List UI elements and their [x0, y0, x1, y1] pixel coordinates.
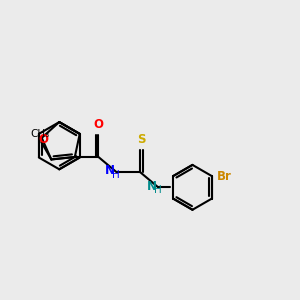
Text: CH₃: CH₃: [30, 129, 50, 139]
Text: N: N: [147, 180, 157, 193]
Text: O: O: [38, 133, 48, 146]
Text: H: H: [154, 185, 162, 195]
Text: H: H: [112, 169, 120, 180]
Text: S: S: [137, 133, 146, 146]
Text: N: N: [105, 164, 116, 177]
Text: O: O: [93, 118, 103, 131]
Text: Br: Br: [217, 169, 232, 183]
